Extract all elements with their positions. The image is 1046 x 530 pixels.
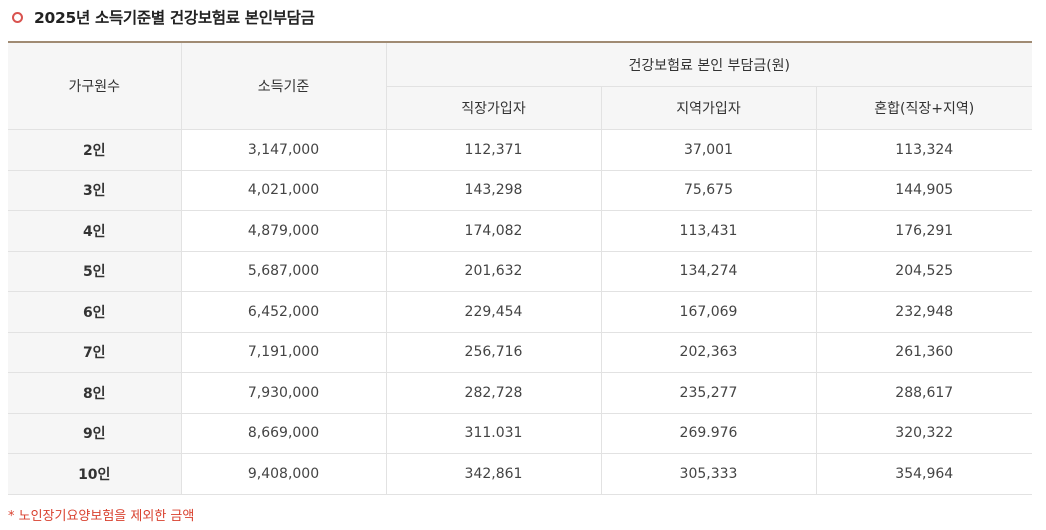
mixed-cell: 288,617	[816, 372, 1033, 414]
table-body: 2인 3,147,000 112,371 37,001 113,324 3인 4,021,0…	[8, 129, 1033, 495]
mixed-cell: 144,905	[816, 170, 1033, 211]
table-row: 6인 6,452,000 229,454 167,069 232,948	[8, 291, 1033, 333]
household-cell: 8인	[8, 372, 182, 414]
header-employee: 직장가입자	[386, 86, 602, 130]
mixed-cell: 113,324	[816, 129, 1033, 171]
regional-cell: 202,363	[601, 332, 817, 373]
table-row: 4인 4,879,000 174,082 113,431 176,291	[8, 210, 1033, 252]
income-cell: 3,147,000	[181, 129, 387, 171]
household-cell: 5인	[8, 251, 182, 292]
employee-cell: 311.031	[386, 413, 602, 454]
regional-cell: 113,431	[601, 210, 817, 252]
circle-bullet-icon	[12, 11, 23, 23]
income-cell: 4,879,000	[181, 210, 387, 252]
household-cell: 6인	[8, 291, 182, 333]
mixed-cell: 232,948	[816, 291, 1033, 333]
income-cell: 7,930,000	[181, 372, 387, 414]
household-cell: 7인	[8, 332, 182, 373]
table-row: 7인 7,191,000 256,716 202,363 261,360	[8, 332, 1033, 373]
employee-cell: 112,371	[386, 129, 602, 171]
regional-cell: 167,069	[601, 291, 817, 333]
employee-cell: 201,632	[386, 251, 602, 292]
regional-cell: 305,333	[601, 453, 817, 495]
income-cell: 4,021,000	[181, 170, 387, 211]
table-row: 5인 5,687,000 201,632 134,274 204,525	[8, 251, 1033, 292]
household-cell: 2인	[8, 129, 182, 171]
employee-cell: 282,728	[386, 372, 602, 414]
table-row: 2인 3,147,000 112,371 37,001 113,324	[8, 129, 1033, 171]
premium-table: 가구원수 소득기준 건강보험료 본인 부담금(원) 직장가입자 지역가입자 혼합…	[8, 41, 1033, 495]
table-row: 8인 7,930,000 282,728 235,277 288,617	[8, 372, 1033, 414]
mixed-cell: 176,291	[816, 210, 1033, 252]
income-cell: 9,408,000	[181, 453, 387, 495]
header-mixed: 혼합(직장+지역)	[816, 86, 1033, 130]
footnote: * 노인장기요양보험을 제외한 금액	[8, 509, 195, 524]
table-row: 9인 8,669,000 311.031 269.976 320,322	[8, 413, 1033, 454]
page-title: 2025년 소득기준별 건강보험료 본인부담금	[34, 9, 315, 27]
income-cell: 7,191,000	[181, 332, 387, 373]
regional-cell: 269.976	[601, 413, 817, 454]
income-cell: 8,669,000	[181, 413, 387, 454]
mixed-cell: 354,964	[816, 453, 1033, 495]
header-income: 소득기준	[181, 42, 387, 130]
mixed-cell: 320,322	[816, 413, 1033, 454]
table-row: 10인 9,408,000 342,861 305,333 354,964	[8, 453, 1033, 495]
regional-cell: 134,274	[601, 251, 817, 292]
household-cell: 4인	[8, 210, 182, 252]
section-title: 2025년 소득기준별 건강보험료 본인부담금	[12, 6, 315, 28]
income-cell: 5,687,000	[181, 251, 387, 292]
employee-cell: 143,298	[386, 170, 602, 211]
employee-cell: 256,716	[386, 332, 602, 373]
table-row: 3인 4,021,000 143,298 75,675 144,905	[8, 170, 1033, 211]
header-household: 가구원수	[8, 42, 182, 130]
mixed-cell: 261,360	[816, 332, 1033, 373]
income-cell: 6,452,000	[181, 291, 387, 333]
header-regional: 지역가입자	[601, 86, 817, 130]
regional-cell: 235,277	[601, 372, 817, 414]
household-cell: 10인	[8, 453, 182, 495]
employee-cell: 229,454	[386, 291, 602, 333]
header-premium-group: 건강보험료 본인 부담금(원)	[386, 42, 1033, 87]
regional-cell: 37,001	[601, 129, 817, 171]
household-cell: 3인	[8, 170, 182, 211]
premium-table-container: 가구원수 소득기준 건강보험료 본인 부담금(원) 직장가입자 지역가입자 혼합…	[8, 41, 1033, 495]
regional-cell: 75,675	[601, 170, 817, 211]
household-cell: 9인	[8, 413, 182, 454]
mixed-cell: 204,525	[816, 251, 1033, 292]
employee-cell: 342,861	[386, 453, 602, 495]
employee-cell: 174,082	[386, 210, 602, 252]
